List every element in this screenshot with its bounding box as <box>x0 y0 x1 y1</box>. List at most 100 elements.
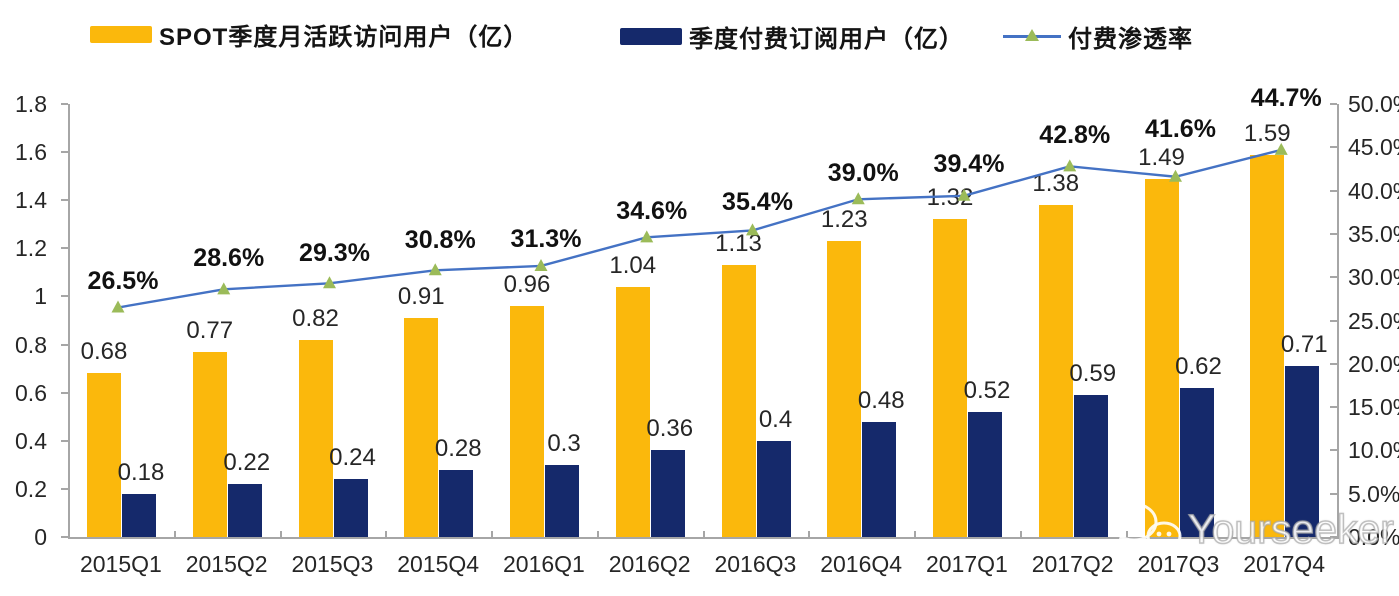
bar-paid-subs-value-label: 0.71 <box>1280 331 1328 359</box>
y-axis-right-label: 30.0% <box>1348 264 1399 291</box>
x-axis-label: 2016Q1 <box>502 551 585 577</box>
bar-paid-subs-value-label: 0.59 <box>1069 360 1117 388</box>
bar-mau-value-label: 0.91 <box>397 283 445 311</box>
x-axis-tick <box>1337 531 1339 537</box>
y-axis-right-tick <box>1330 406 1337 409</box>
x-axis-tick <box>596 531 599 537</box>
x-axis-label: 2017Q4 <box>1243 551 1326 577</box>
bar-mau-value-label: 1.13 <box>715 230 762 258</box>
bar-paid-subs-value-label: 0.4 <box>758 405 793 433</box>
penetration-line <box>117 148 1282 309</box>
x-axis-label: 2016Q3 <box>714 551 797 577</box>
y-axis-left-tick <box>61 103 68 105</box>
y-axis-right-label: 20.0% <box>1348 350 1399 377</box>
penetration-rate-label: 39.4% <box>933 149 1005 178</box>
penetration-rate-label: 26.5% <box>87 266 159 295</box>
x-axis <box>68 537 1339 539</box>
bar-paid-subs-value-label: 0.18 <box>117 458 165 486</box>
bar-paid-subs-value-label: 0.52 <box>963 376 1011 404</box>
y-axis-left-tick <box>61 247 68 250</box>
penetration-rate-label: 29.3% <box>299 239 370 268</box>
bar-mau <box>615 286 650 537</box>
x-axis-tick <box>491 531 493 537</box>
x-axis-label: 2015Q2 <box>185 551 268 577</box>
x-axis-tick <box>914 531 916 537</box>
penetration-rate-label: 28.6% <box>193 244 265 273</box>
legend-item-penetration: 付费渗透率 <box>1003 19 1193 54</box>
bar-paid-subs <box>545 464 579 537</box>
y-axis-left-label: 1.6 <box>15 139 47 166</box>
wechat-icon <box>1110 502 1182 556</box>
y-axis-right-label: 0.0% <box>1348 524 1399 550</box>
y-axis-left-label: 0.2 <box>15 475 47 502</box>
y-axis-right-label: 40.0% <box>1348 177 1399 204</box>
bar-paid-subs <box>968 411 1002 537</box>
bar-paid-subs <box>333 479 368 537</box>
y-axis-right-tick <box>1330 319 1337 322</box>
penetration-point-marker <box>428 263 442 276</box>
x-axis-label: 2016Q4 <box>820 551 903 577</box>
bar-paid-subs <box>1285 366 1320 537</box>
penetration-rate-label: 42.8% <box>1039 121 1111 150</box>
y-axis-right-tick <box>1330 103 1337 105</box>
y-axis-left-label: 1.4 <box>15 187 47 214</box>
bar-mau-value-label: 1.23 <box>820 206 868 234</box>
legend-label-mau: SPOT季度月活跃访问用户（亿） <box>159 24 529 51</box>
y-axis-left-tick <box>61 295 68 298</box>
y-axis-right-label: 50.0% <box>1348 91 1399 117</box>
y-axis-left-tick <box>61 199 68 202</box>
x-axis-label: 2017Q1 <box>925 551 1008 577</box>
bar-mau-value-label: 0.68 <box>80 338 128 366</box>
x-axis-label: 2017Q2 <box>1031 551 1114 577</box>
y-axis-left-label: 0.6 <box>15 379 47 406</box>
y-axis-right-tick <box>1330 189 1337 192</box>
bar-paid-subs <box>122 493 156 537</box>
x-axis-tick <box>1231 531 1234 537</box>
y-axis-right-tick <box>1330 362 1337 365</box>
y-axis-left-label: 0.4 <box>15 427 47 454</box>
bar-mau <box>1038 205 1073 537</box>
legend-item-mau: SPOT季度月活跃访问用户（亿） <box>90 17 528 52</box>
bar-mau-value-label: 0.96 <box>503 271 551 299</box>
x-axis-tick <box>385 531 388 537</box>
bar-paid-subs <box>650 450 685 537</box>
watermark: Yourseeker <box>1106 498 1395 560</box>
y-axis-left-label: 0 <box>34 524 47 550</box>
y-axis-left-tick <box>61 439 68 442</box>
bar-paid-subs <box>1179 387 1214 537</box>
legend-label-penetration: 付费渗透率 <box>1068 26 1193 53</box>
y-axis-left-tick <box>61 487 68 490</box>
y-axis-right <box>1337 104 1339 537</box>
y-axis-right-label: 10.0% <box>1348 437 1399 464</box>
penetration-point-marker <box>323 276 336 289</box>
bar-paid-subs-value-label: 0.62 <box>1175 352 1222 380</box>
x-axis-label: 2015Q4 <box>397 551 480 577</box>
y-axis-right-tick <box>1330 492 1337 495</box>
x-axis-label: 2015Q1 <box>79 551 162 577</box>
bar-mau <box>192 351 227 537</box>
y-axis-right-tick <box>1330 232 1337 235</box>
bar-mau <box>1250 154 1285 537</box>
x-axis-tick <box>702 531 705 537</box>
y-axis-right-label: 35.0% <box>1348 220 1399 247</box>
y-axis-left-tick <box>61 151 68 154</box>
y-axis-left-tick <box>61 536 68 538</box>
y-axis-left-tick <box>61 343 68 346</box>
bar-mau <box>827 241 862 537</box>
bar-mau <box>1144 178 1179 537</box>
penetration-rate-label: 34.6% <box>616 197 688 226</box>
x-axis-tick <box>1019 531 1022 537</box>
y-axis-left-label: 1 <box>34 283 47 310</box>
bar-paid-subs-value-label: 0.48 <box>857 386 905 414</box>
bar-mau <box>87 373 121 537</box>
bar-paid-subs-value-label: 0.22 <box>223 449 271 477</box>
legend-line-marker-icon <box>1003 28 1061 45</box>
y-axis-left-tick <box>61 391 68 394</box>
x-axis-tick <box>68 531 70 537</box>
penetration-point-marker <box>851 192 865 205</box>
bar-paid-subs-value-label: 0.3 <box>547 429 581 457</box>
y-axis-right-tick <box>1330 276 1337 279</box>
penetration-rate-label: 44.7% <box>1250 83 1322 112</box>
y-axis-right-tick <box>1330 536 1337 538</box>
